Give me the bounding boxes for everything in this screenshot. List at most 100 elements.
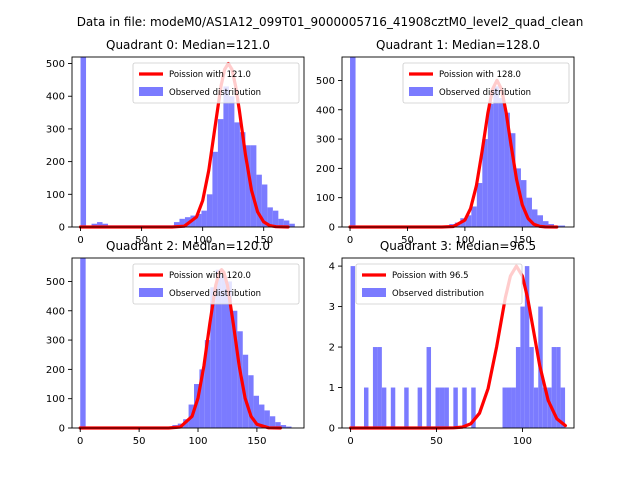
hist-bar xyxy=(102,223,109,227)
x-tick-label: 50 xyxy=(430,436,443,447)
y-tick-label: 400 xyxy=(46,306,65,317)
y-tick-label: 3 xyxy=(329,302,335,313)
y-tick-label: 0 xyxy=(329,424,335,435)
legend-bar-label: Observed distribution xyxy=(439,88,531,98)
hist-bar xyxy=(286,426,292,428)
hist-bar xyxy=(547,387,552,428)
y-tick-label: 100 xyxy=(46,394,65,405)
quadrant-0-panel: Quadrant 0: Median=121.0 0 50 100 150 0 100 200… xyxy=(46,38,305,246)
legend-line-label: Poission with 96.5 xyxy=(392,271,469,281)
hist-bar xyxy=(471,387,476,428)
legend-bar-swatch xyxy=(139,288,163,297)
hist-bar xyxy=(417,387,423,428)
hist-bar xyxy=(248,375,254,428)
x-tick-label: 50 xyxy=(401,235,414,246)
axes-frame xyxy=(71,257,305,429)
legend: Poission with 121.0 Observed distribution xyxy=(132,62,300,104)
hist-bar xyxy=(234,122,240,227)
legend-box xyxy=(402,62,570,104)
hist-bar xyxy=(439,387,445,428)
hist-bar xyxy=(91,223,98,227)
y-tick-label: 100 xyxy=(316,193,335,204)
hist-bar xyxy=(435,387,440,428)
hist-bar xyxy=(245,145,251,227)
hist-bar xyxy=(524,266,530,428)
hist-bar xyxy=(520,306,525,428)
hist-bar xyxy=(278,218,284,227)
hist-bar xyxy=(259,404,265,428)
hist-bar xyxy=(471,206,477,227)
hist-bar xyxy=(363,387,369,428)
y-tick-label: 2 xyxy=(329,343,335,354)
hist-bar xyxy=(515,347,521,428)
y-tick-label: 300 xyxy=(46,336,65,347)
hist-bar xyxy=(226,281,232,428)
hist-bar xyxy=(531,209,538,227)
hist-bar xyxy=(239,132,246,227)
x-tick-label: 100 xyxy=(513,436,532,447)
hist-bar xyxy=(533,387,539,428)
x-tick-label: 100 xyxy=(455,235,474,246)
hist-bar xyxy=(269,416,276,428)
hist-bar xyxy=(261,184,268,227)
hist-bar xyxy=(493,86,499,227)
x-tick-label: 150 xyxy=(254,235,273,246)
hist-bar xyxy=(179,218,185,227)
hist-bar xyxy=(250,145,257,227)
legend-bar-swatch xyxy=(139,87,163,96)
x-tick-label: 0 xyxy=(347,436,353,447)
hist-bar xyxy=(223,86,229,227)
hist-bar xyxy=(506,387,512,428)
hist-bar xyxy=(520,180,527,227)
hist-bar xyxy=(231,310,238,428)
y-tick-label: 0 xyxy=(59,424,65,435)
hist-bar xyxy=(212,151,218,227)
hist-bar xyxy=(206,194,213,227)
x-tick-label: 50 xyxy=(135,235,148,246)
legend-box xyxy=(355,263,523,305)
hist-bar xyxy=(542,387,548,428)
hist-bar xyxy=(404,387,409,428)
x-tick-label: 100 xyxy=(188,436,207,447)
y-tick-label: 200 xyxy=(316,164,335,175)
panel-title: Quadrant 1: Median=128.0 xyxy=(376,38,540,52)
hist-bar xyxy=(426,347,432,428)
hist-bar xyxy=(556,347,561,428)
y-tick-label: 500 xyxy=(46,277,65,288)
figure-suptitle: Data in file: modeM0/AS1A12_099T01_90000… xyxy=(77,15,584,29)
y-tick-label: 4 xyxy=(329,262,335,273)
histogram xyxy=(350,266,566,428)
hist-bar xyxy=(529,347,534,428)
axes-frame xyxy=(341,257,575,429)
y-tick-label: 200 xyxy=(46,365,65,376)
hist-bar xyxy=(476,183,483,227)
hist-bar xyxy=(264,410,270,428)
hist-bar xyxy=(559,225,566,227)
hist-bar xyxy=(80,57,87,227)
x-tick-label: 100 xyxy=(193,235,212,246)
hist-bar xyxy=(542,221,549,227)
hist-bar xyxy=(515,168,521,227)
hist-bar xyxy=(215,269,222,428)
y-tick-label: 0 xyxy=(329,223,335,234)
hist-bar xyxy=(498,98,505,227)
hist-bar xyxy=(272,210,279,227)
hist-bar xyxy=(289,223,295,227)
x-tick-label: 150 xyxy=(247,436,266,447)
y-tick-label: 100 xyxy=(46,190,65,201)
legend: Poission with 120.0 Observed distribution xyxy=(132,263,300,305)
hist-bar xyxy=(444,387,449,428)
hist-bar xyxy=(204,340,211,428)
hist-bar xyxy=(372,347,378,428)
hist-bar xyxy=(453,387,458,428)
hist-bar xyxy=(462,387,467,428)
panel-title: Quadrant 3: Median=96.5 xyxy=(380,239,536,253)
hist-bar xyxy=(228,96,235,227)
y-tick-label: 400 xyxy=(46,92,65,103)
legend-line-label: Poission with 121.0 xyxy=(169,70,251,80)
y-tick-label: 0 xyxy=(59,223,65,234)
hist-bar xyxy=(502,387,507,428)
hist-bar xyxy=(465,215,472,227)
hist-bar xyxy=(511,387,516,428)
hist-bar xyxy=(551,347,557,428)
